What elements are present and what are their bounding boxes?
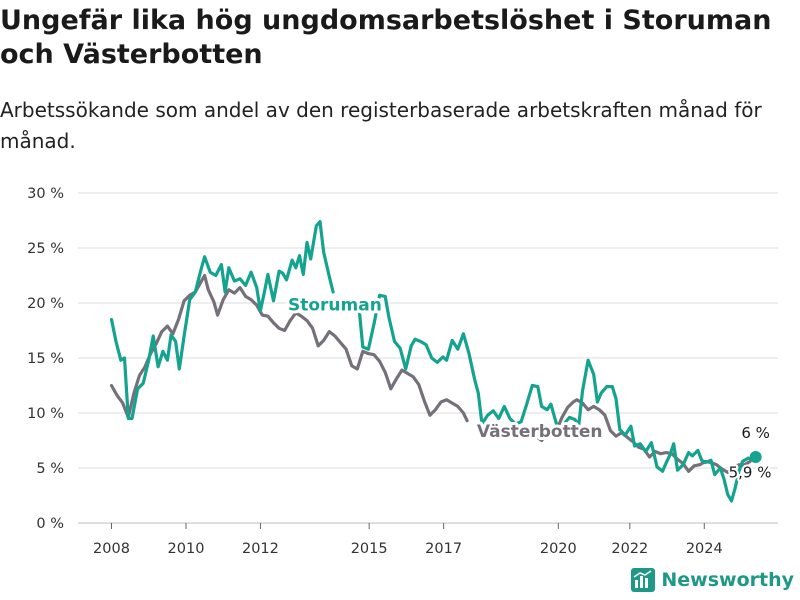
series-line-storuman [353,293,758,503]
brand-logo[interactable]: Newsworthy [631,568,794,592]
endpoint-marker [749,451,762,463]
end-value-label-vasterbotten: 5,9 % [729,463,772,481]
series-lines [109,220,758,503]
series-line-storuman [109,220,335,421]
page-title: Ungefär lika hög ungdomsarbetslöshet i S… [0,5,772,70]
y-tick-label: 0 % [36,516,64,532]
x-tick-label: 2010 [168,541,205,557]
series-line-västerbotten [109,273,469,423]
x-axis: 2008 2010 2012 2015 2017 2020 2022 2024 [93,523,723,557]
y-tick-label: 20 % [27,296,64,312]
end-value-label-storuman: 6 % [741,424,770,442]
series-label-storuman: Storuman [288,296,382,316]
page-subtitle: Arbetssökande som andel av den registerb… [0,98,762,153]
x-tick-label: 2017 [425,541,462,557]
x-tick-label: 2020 [540,541,577,557]
y-tick-label: 25 % [27,241,64,257]
x-tick-label: 2015 [351,541,388,557]
grid-lines: 0 % 5 % 10 % 15 % 20 % 25 % 30 % [27,186,778,532]
x-tick-label: 2022 [611,541,648,557]
labels: 6 % 5,9 % Storuman Västerbotten [285,293,774,484]
y-tick-label: 5 % [36,461,64,477]
series-label-västerbotten: Västerbotten [477,422,603,442]
bar-chart-logo-icon [631,568,656,592]
x-tick-label: 2012 [242,541,279,557]
y-tick-label: 30 % [27,186,64,202]
x-tick-label: 2008 [93,541,130,557]
brand-name: Newsworthy [661,569,794,591]
x-tick-label: 2024 [686,541,723,557]
y-tick-label: 10 % [27,406,64,422]
y-tick-label: 15 % [27,351,64,367]
